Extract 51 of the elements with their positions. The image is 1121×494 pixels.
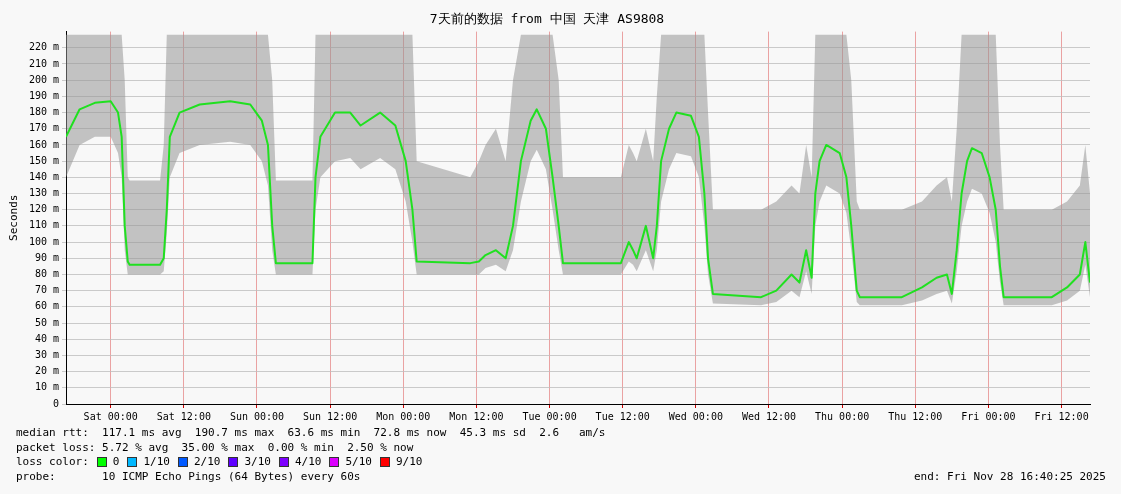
text: 1/10 [143, 455, 170, 470]
x-tick-label: Tue 12:00 [595, 410, 650, 422]
x-tick-label: Sat 00:00 [83, 410, 138, 422]
y-tick-label: 100 m [28, 235, 59, 247]
x-tick-label: Tue 00:00 [522, 410, 577, 422]
y-tick-label: 190 m [28, 89, 59, 101]
x-tick-label: Fri 00:00 [961, 410, 1016, 422]
y-tick-label: 110 m [28, 219, 59, 231]
text: packet loss: 5.72 % avg 35.00 % max 0.00 % min 2.50 % now [16, 440, 414, 456]
y-tick-label: 210 m [28, 57, 59, 69]
y-tick-label: 220 m [28, 41, 59, 53]
x-tick-label: Wed 00:00 [668, 410, 723, 422]
text: 3/10 [244, 455, 271, 470]
y-tick-label: 40 m [34, 332, 59, 344]
y-tick-label: 130 m [28, 187, 59, 199]
text: 9/10 [395, 455, 423, 470]
y-tick-label: 10 m [34, 381, 59, 393]
chart-title: 7天前的数据 from 中国 天津 AS9808 [429, 11, 665, 27]
x-tick-label: Mon 00:00 [376, 410, 431, 422]
y-tick-label: 0 [52, 397, 59, 409]
x-tick-label: Sun 00:00 [229, 410, 285, 422]
text: probe: 10 ICMP Echo Pings (64 Bytes) every 60s [16, 469, 361, 485]
text: median rtt: 117.1 ms avg 190.7 ms max 63.6 ms min 72.8 ms now 45.3 ms sd 2.6 am/s [16, 426, 606, 441]
y-tick-label: 170 m [28, 122, 59, 134]
text: end: Fri Nov 28 16:40:25 2025 [913, 469, 1106, 485]
y-tick-label: 160 m [28, 138, 59, 150]
text: 0 [112, 455, 120, 470]
y-tick-label: 150 m [28, 154, 59, 166]
x-tick-label: Thu 12:00 [888, 410, 943, 422]
x-tick-label: Sun 12:00 [303, 410, 358, 422]
y-tick-label: 30 m [34, 349, 59, 361]
y-tick-label: 50 m [34, 316, 59, 328]
text: 4/10 [294, 455, 322, 470]
y-tick-label: 120 m [28, 203, 59, 215]
text: 5/10 [345, 455, 372, 470]
y-tick-label: 20 m [34, 365, 59, 377]
y-tick-label: 70 m [34, 284, 59, 296]
x-tick-label: Mon 12:00 [449, 410, 504, 422]
y-axis-title: Seconds [7, 194, 21, 241]
text: loss color: [16, 455, 89, 470]
x-tick-label: Wed 12:00 [741, 410, 797, 422]
y-tick-label: 180 m [28, 106, 59, 118]
x-tick-label: Sat 12:00 [156, 410, 211, 422]
y-tick-label: 140 m [28, 170, 59, 182]
y-tick-label: 90 m [34, 251, 59, 263]
y-tick-label: 80 m [34, 268, 59, 280]
x-tick-label: Fri 12:00 [1034, 410, 1089, 422]
y-tick-label: 60 m [34, 300, 59, 312]
x-tick-label: Thu 00:00 [815, 410, 870, 422]
text: 2/10 [193, 455, 221, 470]
y-tick-label: 200 m [28, 73, 59, 85]
